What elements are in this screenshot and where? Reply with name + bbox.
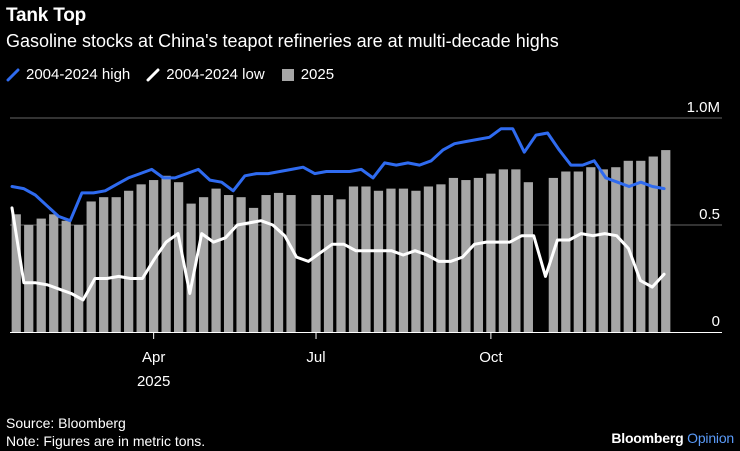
bar-2025-31 [398,188,409,332]
bar-2025-1 [24,225,34,332]
legend-item-high: 2004-2024 high [6,66,130,83]
bar-2025-52 [661,150,671,332]
note-text: Note: Figures are in metric tons. [6,433,206,449]
bar-2025-38 [486,173,496,332]
y-tick-label-0: 0 [712,313,720,330]
bar-2025-22 [286,195,296,332]
bar-2025-32 [411,190,421,332]
bar-2025-47 [598,169,608,332]
brand-logo: Bloomberg Opinion [611,430,734,446]
legend-bar-swatch-icon [281,68,294,81]
bar-2025-13 [174,182,184,332]
bar-2025-37 [473,177,484,332]
series-line-high [10,127,666,223]
x-year-label: 2025 [137,373,170,390]
bar-2025-48 [611,167,621,332]
bar-2025-3 [49,214,59,332]
bar-2025-45 [573,171,583,332]
legend-low-label: 2004-2024 low [166,66,265,83]
bar-2025-33 [423,186,434,332]
bar-2025-17 [223,195,234,332]
bar-2025-11 [149,180,159,332]
bar-2025-21 [273,192,284,332]
bar-2025-27 [348,186,359,332]
bar-2025-10 [136,184,146,332]
legend-high-swatch-icon [6,68,20,81]
x-tick-label-2: Oct [479,349,503,366]
bar-2025-34 [436,184,446,332]
bar-2025-6 [86,201,96,332]
bar-2025-46 [586,167,596,332]
bar-2025-51 [648,156,658,332]
bar-2025-20 [261,195,271,332]
y-tick-label-2: 1.0M [687,99,720,116]
x-tick-label-1: Jul [306,349,325,366]
bar-2025-44 [561,171,571,332]
bar-2025-39 [498,169,508,332]
bar-2025-4 [61,220,71,332]
legend-item-2025: 2025 [281,66,334,83]
bar-2025-15 [198,197,209,332]
bar-2025-16 [211,188,221,332]
bar-2025-7 [99,197,109,332]
bar-2025-12 [161,175,171,332]
bar-2025-2 [36,218,46,332]
brand-main: Bloomberg [611,430,684,446]
bar-2025-30 [386,188,396,332]
bar-2025-18 [236,197,246,332]
x-tick-label-0: Apr [142,349,165,366]
bar-2025-29 [373,190,384,332]
legend-high-label: 2004-2024 high [26,66,131,83]
y-tick-label-1: 0.5 [699,206,720,223]
bar-2025-50 [636,160,646,332]
bar-2025-36 [461,180,471,332]
bar-2025-28 [361,186,371,332]
bar-2025-26 [336,199,346,332]
brand-sub: Opinion [687,430,734,446]
legend: 2004-2024 high 2004-2024 low 2025 [6,66,350,83]
footer-notes: Source: Bloomberg Note: Figures are in m… [6,414,205,450]
bar-2025-24 [311,195,321,332]
bar-2025-0 [11,214,21,332]
bar-2025-25 [323,195,334,332]
chart-subtitle: Gasoline stocks at China's teapot refine… [6,31,559,51]
bar-2025-35 [448,177,459,332]
bar-2025-19 [248,207,259,332]
bar-2025-8 [111,197,121,332]
legend-low-swatch-icon [146,68,160,81]
source-text: Source: Bloomberg [6,415,126,431]
bar-2025-14 [186,203,196,332]
bar-2025-9 [124,190,134,332]
bar-2025-41 [523,182,533,332]
legend-item-low: 2004-2024 low [146,66,265,83]
bar-2025-40 [511,169,521,332]
chart-title: Tank Top [6,5,87,26]
bar-2025-5 [74,225,84,332]
legend-2025-label: 2025 [300,66,335,83]
series-line-low [10,206,666,302]
